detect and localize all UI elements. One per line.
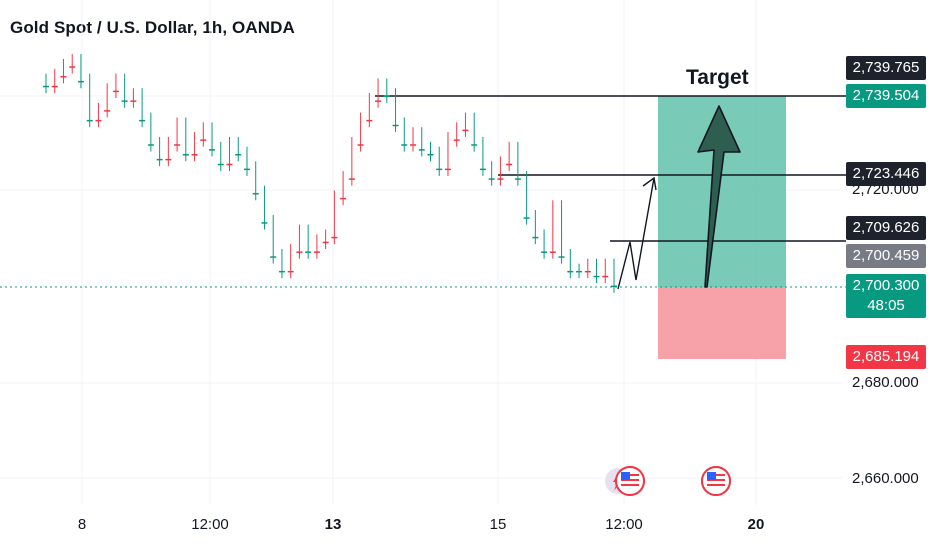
price-label-level-2: 2,723.446 <box>846 162 926 186</box>
price-label-last-close: 2,700.459 <box>846 244 926 268</box>
candle-body <box>77 80 84 83</box>
candle-body <box>593 275 600 278</box>
candle-body <box>532 236 539 239</box>
candle-body <box>278 270 285 273</box>
candle-body <box>217 163 224 166</box>
x-tick-20: 20 <box>747 516 765 533</box>
candle-body <box>69 66 76 68</box>
candle-body <box>165 158 172 161</box>
candle-body <box>191 153 198 156</box>
candle-body <box>444 168 451 171</box>
candle-body <box>584 270 591 273</box>
candle-body <box>418 149 425 151</box>
candle-body <box>95 119 102 122</box>
candle-body <box>226 163 233 166</box>
candle-body <box>147 144 154 146</box>
candle-body <box>479 168 486 171</box>
price-label-entry: 2,700.300 48:05 <box>846 274 926 318</box>
candle-body <box>506 163 513 166</box>
candle-body <box>375 100 382 102</box>
candle-body <box>139 119 146 122</box>
candle-body <box>86 119 93 122</box>
candle-body <box>401 144 408 146</box>
candle-body <box>357 144 364 146</box>
candle-body <box>156 158 163 161</box>
price-label-target: 2,739.504 <box>846 84 926 108</box>
candle-body <box>130 100 137 102</box>
candle-body <box>366 119 373 122</box>
entry-price: 2,700.300 <box>852 277 920 294</box>
x-tick-1200-a: 12:00 <box>191 516 229 533</box>
candle-body <box>121 100 128 102</box>
candle-body <box>296 251 303 253</box>
candle-body <box>541 251 548 253</box>
candle-body <box>340 197 347 200</box>
candle-body <box>611 285 617 288</box>
candle-body <box>252 192 259 195</box>
target-label: Target <box>686 66 749 89</box>
candle-body <box>549 251 556 253</box>
candle-body <box>462 129 469 132</box>
candles <box>43 54 617 293</box>
candle-body <box>51 85 58 88</box>
candle-body <box>436 168 443 171</box>
candle-body <box>410 144 417 146</box>
candle-body <box>331 236 338 239</box>
candle-body <box>235 153 242 156</box>
y-tick-2660: 2,660.000 <box>852 470 919 487</box>
price-label-stop: 2,685.194 <box>846 345 926 369</box>
candle-body <box>383 95 390 98</box>
candle-body <box>567 270 574 273</box>
candle-body <box>182 153 189 156</box>
price-label-target-top: 2,739.765 <box>846 56 926 80</box>
candle-body <box>322 241 329 244</box>
candle-body <box>523 217 530 219</box>
candle-body <box>305 251 312 253</box>
price-label-level-1: 2,709.626 <box>846 216 926 240</box>
us-flag-icon[interactable] <box>615 466 645 496</box>
us-flag-icon[interactable] <box>701 466 731 496</box>
y-tick-2680: 2,680.000 <box>852 374 919 391</box>
candle-body <box>174 144 181 146</box>
candle-body <box>287 270 294 273</box>
projection-path <box>617 177 655 290</box>
candle-body <box>313 251 320 253</box>
candle-body <box>471 144 478 146</box>
candle-body <box>558 256 565 258</box>
candle-body <box>261 222 268 224</box>
candle-body <box>270 256 277 258</box>
candle-body <box>200 139 207 141</box>
candle-body <box>453 139 460 141</box>
candle-body <box>576 270 583 273</box>
x-tick-15: 15 <box>489 516 507 533</box>
candle-body <box>43 85 49 88</box>
candle-body <box>514 178 521 180</box>
candle-body <box>348 178 355 180</box>
projection-arrowhead <box>642 176 657 191</box>
x-tick-8: 8 <box>77 516 87 533</box>
candle-body <box>488 178 495 180</box>
candle-body <box>427 153 434 156</box>
candle-body <box>497 178 504 180</box>
candle-body <box>243 168 250 171</box>
candle-body <box>209 149 216 151</box>
candle-body <box>104 110 111 112</box>
stop-zone <box>658 287 786 359</box>
chart-title: Gold Spot / U.S. Dollar, 1h, OANDA <box>10 18 295 37</box>
countdown: 48:05 <box>867 297 905 314</box>
x-tick-13: 13 <box>324 516 342 533</box>
candle-body <box>602 275 609 278</box>
target-arrow-icon <box>697 105 741 288</box>
candle-body <box>392 124 399 127</box>
candle-body <box>112 90 119 93</box>
candle-body <box>60 76 67 78</box>
x-tick-1200-b: 12:00 <box>605 516 643 533</box>
